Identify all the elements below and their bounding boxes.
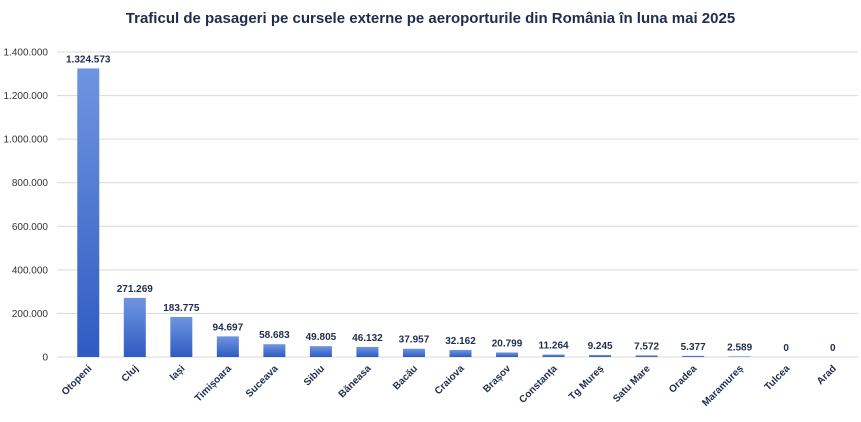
bar xyxy=(496,352,519,357)
data-label: 49.805 xyxy=(306,332,337,343)
data-label: 32.162 xyxy=(445,336,476,347)
y-tick-label: 1.000.000 xyxy=(4,135,49,146)
data-label: 2.589 xyxy=(727,342,752,353)
data-label: 271.269 xyxy=(117,284,154,295)
bar xyxy=(263,344,286,357)
x-tick-label: Băneasa xyxy=(337,363,374,400)
x-tick-label: Sibiu xyxy=(302,363,327,388)
data-label: 1.324.573 xyxy=(66,54,111,65)
data-label: 9.245 xyxy=(588,341,613,352)
y-tick-label: 600.000 xyxy=(12,222,49,233)
data-label: 94.697 xyxy=(213,322,244,333)
x-tick-label: Bacău xyxy=(391,363,420,392)
x-tick-label: Suceava xyxy=(244,363,281,400)
data-label: 37.957 xyxy=(399,335,430,346)
chart-title: Traficul de pasageri pe cursele externe … xyxy=(125,10,736,27)
bar xyxy=(170,316,193,357)
x-tick-label: Brașov xyxy=(481,363,513,395)
y-tick-label: 400.000 xyxy=(12,265,49,276)
y-tick-label: 0 xyxy=(42,353,48,364)
y-tick-label: 1.400.000 xyxy=(4,48,49,59)
data-label: 183.775 xyxy=(163,303,200,314)
x-tick-label: Constanța xyxy=(517,363,560,406)
bar xyxy=(123,297,146,357)
bar xyxy=(635,355,658,357)
bar xyxy=(309,346,332,357)
data-label: 0 xyxy=(830,343,836,354)
bar xyxy=(449,349,472,357)
bar xyxy=(589,354,612,357)
x-tick-label: Oradea xyxy=(667,363,699,395)
data-label: 0 xyxy=(783,343,789,354)
data-label: 46.132 xyxy=(352,333,383,344)
x-tick-label: Iași xyxy=(168,363,188,383)
data-label: 11.264 xyxy=(539,341,569,352)
data-label: 7.572 xyxy=(634,341,659,352)
x-tick-label: Tg Mureș xyxy=(567,363,607,403)
x-tick-label: Arad xyxy=(815,363,839,387)
y-tick-label: 800.000 xyxy=(12,178,49,189)
bar xyxy=(402,348,425,357)
bar-layer xyxy=(77,68,751,357)
x-tick-label: Craiova xyxy=(433,363,467,397)
y-tick-label: 1.200.000 xyxy=(4,91,49,102)
bar xyxy=(542,354,565,357)
x-tick-label: Otopeni xyxy=(60,363,95,398)
y-tick-label: 200.000 xyxy=(12,309,49,320)
bar xyxy=(77,68,100,357)
x-tick-label: Maramureș xyxy=(700,363,746,409)
bar xyxy=(728,356,751,357)
data-label: 5.377 xyxy=(681,342,706,353)
x-tick-label: Satu Mare xyxy=(611,363,653,405)
bar xyxy=(356,346,379,357)
data-label: 20.799 xyxy=(492,338,523,349)
x-tick-label: Cluj xyxy=(120,363,141,384)
data-label: 58.683 xyxy=(259,330,290,341)
bar xyxy=(682,355,705,357)
x-tick-label: Tulcea xyxy=(763,363,793,393)
bar xyxy=(216,336,239,357)
x-tick-label: Timișoara xyxy=(193,363,234,404)
